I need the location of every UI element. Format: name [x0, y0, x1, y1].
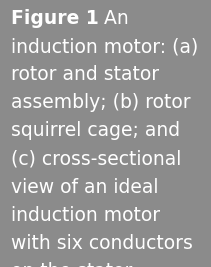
Text: An: An: [98, 9, 129, 28]
Text: Figure 1: Figure 1: [11, 9, 98, 28]
Text: rotor and stator: rotor and stator: [11, 65, 159, 84]
Text: squirrel cage; and: squirrel cage; and: [11, 121, 180, 140]
Text: assembly; (b) rotor: assembly; (b) rotor: [11, 93, 190, 112]
Text: (c) cross-sectional: (c) cross-sectional: [11, 150, 181, 168]
Text: induction motor: (a): induction motor: (a): [11, 37, 198, 56]
Text: view of an ideal: view of an ideal: [11, 178, 158, 197]
Text: induction motor: induction motor: [11, 206, 160, 225]
Text: on the stator: on the stator: [11, 262, 132, 267]
Text: with six conductors: with six conductors: [11, 234, 192, 253]
